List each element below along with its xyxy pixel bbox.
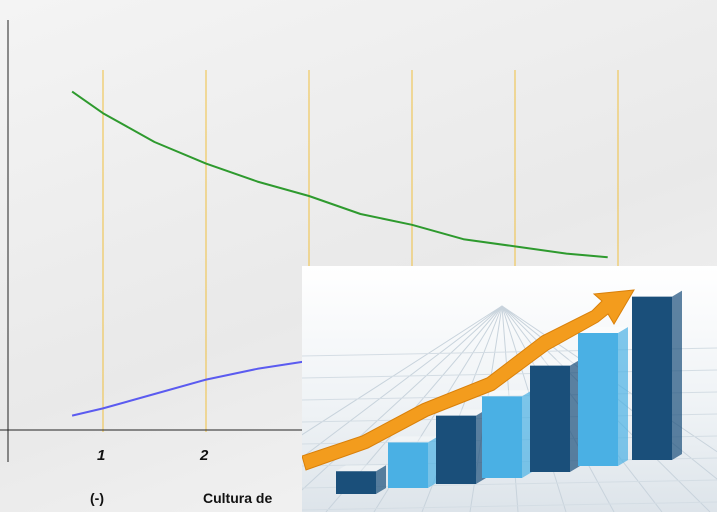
floor-grid-line [302,305,503,436]
inset-bar-2 [388,436,438,488]
series-line-2 [71,360,305,417]
floor-grid-line [302,305,503,459]
floor-grid-line [302,305,503,491]
x-tick-label-1: 1 [97,447,105,464]
floor-grid-line [302,501,717,511]
inset-bar-5 [530,359,580,472]
inset-bar-1 [336,465,386,494]
caption-right: Cultura de [203,490,273,506]
series-layer [71,90,608,417]
gridlines [102,70,619,432]
caption-left: (-) [90,490,104,506]
inset-bar-6 [578,327,628,466]
x-tick-labels: 123 [97,447,312,464]
rising-arrow-icon [302,289,635,471]
rising-bar-chart-illustration [302,266,717,512]
x-tick-label-2: 2 [199,447,209,464]
inset-bar-7 [632,290,682,460]
series-line-1 [71,90,608,259]
inset-bar-3 [436,409,486,484]
inset-bar-4 [482,390,532,478]
